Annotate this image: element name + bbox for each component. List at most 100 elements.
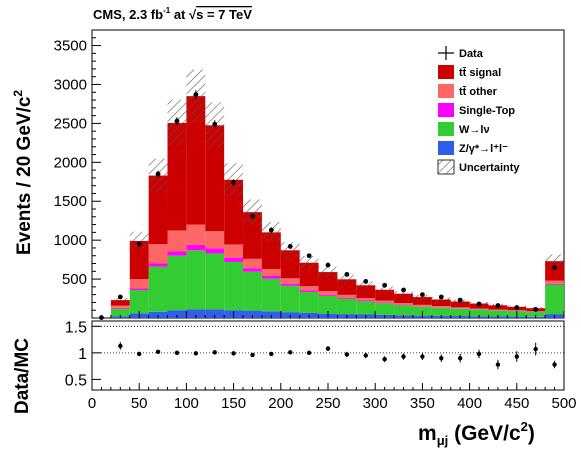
uncertainty-band-18 <box>431 297 451 302</box>
bar-tt̄ other-9 <box>261 268 281 276</box>
bar-tt̄ signal-15 <box>375 289 395 301</box>
ratio-point-18 <box>457 355 463 361</box>
bar-tt̄ other-6 <box>205 231 225 249</box>
legend-swatch-uncertainty <box>437 159 455 175</box>
bar-W→lν-19 <box>450 308 470 317</box>
bar-W→lν-7 <box>224 261 244 311</box>
bar-Single-Top-8 <box>243 268 262 272</box>
y-tick-label-5: 3000 <box>54 76 87 93</box>
bar-tt̄ signal-1 <box>110 300 130 306</box>
bar-tt̄ other-22 <box>507 310 527 311</box>
ratio-point-16 <box>420 354 425 359</box>
data-point-6 <box>212 121 218 127</box>
bar-Single-Top-9 <box>261 275 281 279</box>
bar-tt̄ other-11 <box>299 286 319 291</box>
bar-tt̄ signal-4 <box>167 123 187 231</box>
bar-W→lν-23 <box>526 312 546 317</box>
data-point-16 <box>401 287 406 293</box>
bar-tt̄ other-13 <box>337 294 357 298</box>
legend-swatch-5 <box>438 141 454 155</box>
x-tick-label-1: 50 <box>131 395 148 412</box>
bar-tt̄ other-14 <box>356 298 376 301</box>
ratio-point-23 <box>552 362 557 367</box>
data-point-9 <box>268 227 274 233</box>
ratio-point-22 <box>533 346 538 352</box>
x-tick-label-9: 450 <box>504 395 529 412</box>
bar-Single-Top-2 <box>129 288 149 290</box>
bar-tt̄ other-20 <box>469 308 489 310</box>
data-point-15 <box>382 282 388 288</box>
bar-W→lν-9 <box>261 278 281 312</box>
bar-W→lν-4 <box>167 255 187 311</box>
ratio-point-13 <box>363 353 368 358</box>
legend-label-3: Single-Top <box>459 105 515 117</box>
ratio-point-6 <box>231 351 236 356</box>
ratio-point-4 <box>193 351 199 356</box>
bar-tt̄ other-15 <box>375 300 395 303</box>
legend-label-6: Uncertainty <box>459 162 520 174</box>
bar-Single-Top-6 <box>205 248 225 254</box>
ratio-point-10 <box>306 350 312 356</box>
bar-W→lν-10 <box>280 285 300 313</box>
bar-Single-Top-7 <box>224 257 244 262</box>
uncertainty-band-15 <box>375 286 395 294</box>
bar-W→lν-20 <box>469 309 489 317</box>
bar-Single-Top-12 <box>318 294 338 296</box>
bar-Z/γ*→l⁺l⁻-5 <box>186 309 206 318</box>
uncertainty-band-17 <box>412 294 432 300</box>
bar-tt̄ signal-18 <box>431 299 451 307</box>
ratio-point-8 <box>269 351 274 357</box>
bar-tt̄ signal-5 <box>186 96 206 225</box>
bar-W→lν-12 <box>318 295 338 314</box>
ratio-point-2 <box>155 349 161 354</box>
uncertainty-band-24 <box>545 254 564 268</box>
bar-W→lν-3 <box>148 266 168 312</box>
ratio-tick-label-2: 1.5 <box>65 319 87 336</box>
bar-tt̄ other-19 <box>450 307 470 309</box>
data-point-21 <box>495 303 501 308</box>
bar-W→lν-24 <box>545 284 564 315</box>
bar-W→lν-15 <box>375 303 395 315</box>
data-point-3 <box>155 171 161 177</box>
ratio-point-21 <box>514 354 519 359</box>
data-point-18 <box>438 294 444 300</box>
bar-tt̄ other-5 <box>186 224 206 245</box>
data-point-12 <box>325 262 331 268</box>
data-point-22 <box>514 305 520 310</box>
bar-W→lν-21 <box>488 310 508 317</box>
ratio-point-17 <box>439 355 444 361</box>
bar-tt̄ other-1 <box>110 305 130 308</box>
bar-W→lν-14 <box>356 301 376 315</box>
chart-title: CMS, 2.3 fb-1 at √s = 7 TeV <box>93 6 252 22</box>
bar-Single-Top-14 <box>356 300 376 302</box>
bar-Single-Top-13 <box>337 297 357 299</box>
x-tick-label-4: 200 <box>268 395 293 412</box>
data-point-5 <box>193 92 199 98</box>
x-tick-label-3: 150 <box>221 395 246 412</box>
uncertainty-band-11 <box>299 256 319 270</box>
data-point-1 <box>117 294 123 300</box>
legend-label-2: tt̄ other <box>459 86 498 98</box>
ratio-point-11 <box>325 346 331 351</box>
bar-tt̄ signal-16 <box>394 293 413 304</box>
bar-W→lν-1 <box>110 308 130 317</box>
data-point-2 <box>136 241 142 247</box>
data-point-10 <box>287 243 293 249</box>
legend-swatch-3 <box>438 103 454 117</box>
bar-Single-Top-24 <box>545 283 564 285</box>
uncertainty-band-2 <box>129 231 149 251</box>
bar-tt̄ other-3 <box>148 244 168 264</box>
ratio-tick-label-0: 0.5 <box>65 372 87 389</box>
x-tick-label-7: 350 <box>410 395 435 412</box>
data-point-7 <box>231 180 237 185</box>
legend-label-5: Z/γ*→l⁺l⁻ <box>459 143 508 155</box>
ylabel-ratio: Data/MC <box>12 338 33 414</box>
x-tick-label-8: 400 <box>457 395 482 412</box>
ylabel-main: Events / 20 GeV/c2 <box>11 90 35 255</box>
bar-tt̄ other-2 <box>129 279 149 289</box>
ratio-point-3 <box>174 350 180 356</box>
bar-Single-Top-1 <box>110 307 130 309</box>
bar-Z/γ*→l⁺l⁻-3 <box>148 311 168 318</box>
y-tick-label-0: 500 <box>62 271 87 288</box>
